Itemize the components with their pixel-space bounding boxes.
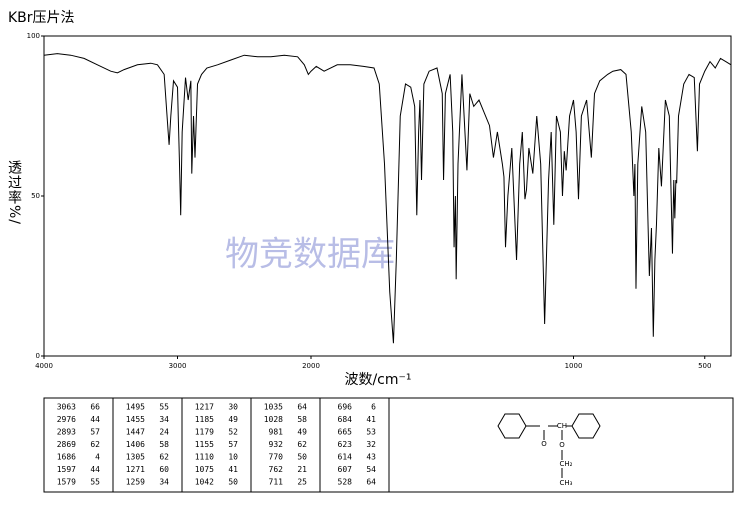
peak-wavenumber: 770 (269, 453, 284, 462)
peak-wavenumber: 528 (338, 478, 353, 487)
peak-wavenumber: 1028 (264, 415, 283, 424)
peak-wavenumber: 1495 (126, 403, 145, 412)
peak-wavenumber: 1155 (195, 440, 214, 449)
peak-transmittance: 25 (297, 478, 307, 487)
peak-wavenumber: 1179 (195, 428, 214, 437)
peak-wavenumber: 2976 (57, 415, 76, 424)
x-tick-label: 4000 (35, 362, 53, 370)
peak-transmittance: 64 (366, 478, 376, 487)
peak-transmittance: 55 (90, 478, 100, 487)
peak-transmittance: 58 (297, 415, 307, 424)
peak-transmittance: 49 (228, 415, 238, 424)
chart-title: KBr压片法 (8, 10, 75, 26)
peak-wavenumber: 1075 (195, 465, 214, 474)
peak-wavenumber: 623 (338, 440, 353, 449)
x-tick-label: 1000 (565, 362, 583, 370)
peak-wavenumber: 1259 (126, 478, 145, 487)
x-tick-label: 2000 (302, 362, 320, 370)
peak-wavenumber: 711 (269, 478, 284, 487)
peak-transmittance: 10 (228, 453, 238, 462)
peak-transmittance: 50 (297, 453, 307, 462)
peak-transmittance: 21 (297, 465, 307, 474)
y-tick-label: 50 (31, 192, 40, 200)
peak-wavenumber: 1305 (126, 453, 145, 462)
peak-transmittance: 43 (366, 453, 376, 462)
peak-transmittance: 4 (95, 453, 100, 462)
peak-wavenumber: 3063 (57, 403, 76, 412)
peak-wavenumber: 1597 (57, 465, 76, 474)
peak-wavenumber: 1035 (264, 403, 283, 412)
y-tick-label: 100 (27, 32, 40, 40)
peak-transmittance: 57 (228, 440, 238, 449)
atom-label: O (541, 440, 547, 448)
peak-wavenumber: 932 (269, 440, 284, 449)
peak-wavenumber: 696 (338, 403, 353, 412)
peak-transmittance: 41 (366, 415, 376, 424)
structure (497, 413, 601, 478)
peak-transmittance: 66 (90, 403, 100, 412)
peak-transmittance: 52 (228, 428, 238, 437)
peak-transmittance: 53 (366, 428, 376, 437)
peak-wavenumber: 762 (269, 465, 284, 474)
peak-transmittance: 62 (297, 440, 307, 449)
peak-wavenumber: 1110 (195, 453, 214, 462)
peak-wavenumber: 1579 (57, 478, 76, 487)
peak-wavenumber: 1455 (126, 415, 145, 424)
x-tick-label: 3000 (169, 362, 187, 370)
atom-label: O (559, 441, 565, 449)
peak-transmittance: 24 (159, 428, 169, 437)
y-axis-label: 透过率%/ (6, 160, 22, 225)
peak-wavenumber: 607 (338, 465, 353, 474)
peak-transmittance: 49 (297, 428, 307, 437)
peak-transmittance: 44 (90, 415, 100, 424)
peak-transmittance: 44 (90, 465, 100, 474)
atom-label: CH₃ (560, 479, 573, 487)
peak-transmittance: 30 (228, 403, 238, 412)
peak-wavenumber: 665 (338, 428, 353, 437)
ring (571, 413, 601, 439)
peak-transmittance: 34 (159, 415, 169, 424)
peak-wavenumber: 2869 (57, 440, 76, 449)
atom-label: CH₂ (560, 460, 573, 468)
peak-wavenumber: 981 (269, 428, 284, 437)
peak-transmittance: 58 (159, 440, 169, 449)
peak-transmittance: 41 (228, 465, 238, 474)
peak-transmittance: 6 (371, 403, 376, 412)
peak-wavenumber: 1271 (126, 465, 145, 474)
peak-wavenumber: 1185 (195, 415, 214, 424)
peak-transmittance: 62 (90, 440, 100, 449)
peak-wavenumber: 2893 (57, 428, 76, 437)
peak-wavenumber: 614 (338, 453, 353, 462)
peak-transmittance: 60 (159, 465, 169, 474)
atom-label: CH (557, 422, 567, 430)
peak-transmittance: 50 (228, 478, 238, 487)
peak-wavenumber: 1406 (126, 440, 145, 449)
x-axis-label: 波数/cm⁻¹ (344, 372, 411, 388)
peak-wavenumber: 1686 (57, 453, 76, 462)
plot-frame (43, 35, 732, 357)
y-tick-label: 0 (36, 352, 40, 360)
peak-transmittance: 64 (297, 403, 307, 412)
peak-transmittance: 62 (159, 453, 169, 462)
peak-transmittance: 34 (159, 478, 169, 487)
spectrum-line (43, 53, 732, 344)
peak-wavenumber: 1447 (126, 428, 145, 437)
peak-transmittance: 54 (366, 465, 376, 474)
peak-transmittance: 32 (366, 440, 376, 449)
x-tick-label: 500 (698, 362, 711, 370)
watermark: 物竞数据库 (225, 235, 395, 275)
ring (497, 413, 527, 439)
peak-transmittance: 55 (159, 403, 169, 412)
peak-wavenumber: 1042 (195, 478, 214, 487)
peak-transmittance: 57 (90, 428, 100, 437)
peak-wavenumber: 1217 (195, 403, 214, 412)
peak-wavenumber: 684 (338, 415, 353, 424)
